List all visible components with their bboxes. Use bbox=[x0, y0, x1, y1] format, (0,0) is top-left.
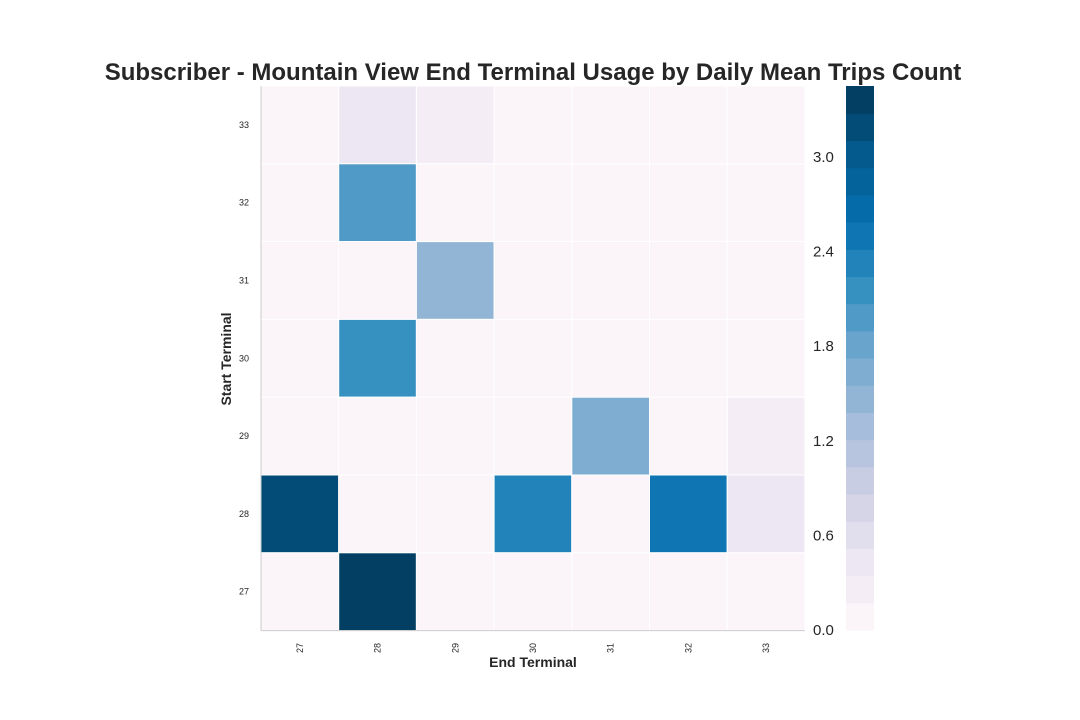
heatmap-cells bbox=[260, 85, 806, 632]
colorbar-band bbox=[846, 86, 874, 114]
y-tick-label: 28 bbox=[239, 509, 249, 519]
y-tick-label: 32 bbox=[239, 198, 249, 208]
heatmap-cell-29-30 bbox=[493, 396, 573, 476]
x-tick-label: 32 bbox=[683, 643, 693, 653]
heatmap-cell-29-33 bbox=[726, 396, 806, 476]
heatmap-cell-33-33 bbox=[726, 85, 806, 165]
heatmap-cell-27-33 bbox=[726, 552, 806, 632]
heatmap-cell-27-32 bbox=[649, 552, 728, 632]
colorbar-band bbox=[846, 303, 874, 332]
heatmap-cell-27-29 bbox=[415, 552, 495, 632]
y-tick-labels: 33 32 31 30 29 28 27 bbox=[239, 120, 249, 597]
heatmap-cell-32-27 bbox=[260, 163, 340, 243]
heatmap-cell-30-32 bbox=[649, 318, 728, 398]
heatmap-cell-27-28 bbox=[338, 552, 417, 632]
colorbar-band bbox=[846, 194, 874, 223]
x-tick-label: 33 bbox=[761, 643, 771, 653]
heatmap-cell-30-28 bbox=[338, 318, 417, 398]
colorbar-tick-label: 2.4 bbox=[813, 244, 834, 261]
x-tick-label: 30 bbox=[528, 643, 538, 653]
colorbar-tick-label: 0.0 bbox=[813, 622, 834, 639]
colorbar-band bbox=[846, 222, 874, 250]
heatmap-cell-30-27 bbox=[260, 318, 340, 398]
heatmap-cell-28-29 bbox=[415, 474, 495, 554]
x-tick-labels: 27 28 29 30 31 32 33 bbox=[295, 643, 771, 653]
heatmap-cell-32-30 bbox=[493, 163, 573, 243]
colorbar-band bbox=[846, 167, 874, 196]
colorbar-band bbox=[846, 412, 874, 441]
heatmap-cell-29-32 bbox=[649, 396, 728, 476]
chart-title: Subscriber - Mountain View End Terminal … bbox=[105, 59, 962, 86]
colorbar-band bbox=[846, 358, 874, 386]
colorbar-band bbox=[846, 385, 874, 413]
colorbar-band bbox=[846, 330, 874, 359]
heatmap-cell-30-30 bbox=[493, 318, 573, 398]
heatmap-cell-32-29 bbox=[415, 163, 495, 243]
x-tick-label: 28 bbox=[373, 643, 383, 653]
colorbar-band bbox=[846, 140, 874, 169]
heatmap-cell-33-31 bbox=[571, 85, 650, 165]
colorbar-band bbox=[846, 249, 874, 277]
heatmap-cell-29-29 bbox=[415, 396, 495, 476]
colorbar-band bbox=[846, 466, 874, 495]
y-tick-label: 30 bbox=[239, 353, 249, 363]
colorbar-band bbox=[846, 439, 874, 468]
colorbar-band bbox=[846, 575, 874, 604]
heatmap-cell-31-32 bbox=[649, 241, 728, 320]
heatmap-cell-32-28 bbox=[338, 163, 417, 243]
y-tick-label: 31 bbox=[239, 276, 249, 286]
heatmap-cell-29-31 bbox=[571, 396, 650, 476]
y-axis-label: Start Terminal bbox=[218, 312, 234, 405]
heatmap-cell-30-33 bbox=[726, 318, 806, 398]
heatmap-cell-28-30 bbox=[493, 474, 573, 554]
heatmap-cell-32-33 bbox=[726, 163, 806, 243]
colorbar-band bbox=[846, 602, 874, 631]
heatmap-cell-29-27 bbox=[260, 396, 340, 476]
colorbar-band bbox=[846, 521, 874, 549]
heatmap-cell-27-31 bbox=[571, 552, 650, 632]
colorbar-tick-label: 0.6 bbox=[813, 527, 834, 544]
colorbar-band bbox=[846, 276, 874, 305]
heatmap-cell-32-31 bbox=[571, 163, 650, 243]
heatmap-cell-28-28 bbox=[338, 474, 417, 554]
heatmap-cell-27-30 bbox=[493, 552, 573, 632]
heatmap-cell-31-28 bbox=[338, 241, 417, 320]
heatmap-cell-28-33 bbox=[726, 474, 806, 554]
y-tick-label: 33 bbox=[239, 120, 249, 130]
heatmap-cell-28-32 bbox=[649, 474, 728, 554]
heatmap-cell-33-27 bbox=[260, 85, 340, 165]
colorbar-band bbox=[846, 113, 874, 141]
colorbar-tick-label: 3.0 bbox=[813, 149, 834, 166]
heatmap-cell-29-28 bbox=[338, 396, 417, 476]
heatmap-cell-33-32 bbox=[649, 85, 728, 165]
heatmap-cell-28-31 bbox=[571, 474, 650, 554]
colorbar-band bbox=[846, 494, 874, 522]
x-tick-label: 29 bbox=[450, 643, 460, 653]
heatmap-cell-31-27 bbox=[260, 241, 340, 320]
heatmap-cell-31-33 bbox=[726, 241, 806, 320]
y-tick-label: 29 bbox=[239, 431, 249, 441]
heatmap-cell-32-32 bbox=[649, 163, 728, 243]
colorbar-tick-label: 1.8 bbox=[813, 338, 834, 355]
x-axis-label: End Terminal bbox=[489, 654, 577, 670]
heatmap-cell-30-29 bbox=[415, 318, 495, 398]
heatmap-cell-31-30 bbox=[493, 241, 573, 320]
heatmap-cell-28-27 bbox=[260, 474, 340, 554]
x-tick-label: 31 bbox=[606, 643, 616, 653]
heatmap-cell-27-27 bbox=[260, 552, 340, 632]
heatmap-cell-31-29 bbox=[415, 241, 495, 320]
heatmap-cell-33-30 bbox=[493, 85, 573, 165]
heatmap-cell-33-29 bbox=[415, 85, 495, 165]
heatmap-cell-33-28 bbox=[338, 85, 417, 165]
x-tick-label: 27 bbox=[295, 643, 305, 653]
heatmap-cell-31-31 bbox=[571, 241, 650, 320]
y-tick-label: 27 bbox=[239, 587, 249, 597]
colorbar-band bbox=[846, 548, 874, 577]
colorbar-tick-label: 1.2 bbox=[813, 433, 834, 450]
heatmap-cell-30-31 bbox=[571, 318, 650, 398]
colorbar: 0.0 0.6 1.2 1.8 2.4 3.0 bbox=[813, 86, 874, 639]
